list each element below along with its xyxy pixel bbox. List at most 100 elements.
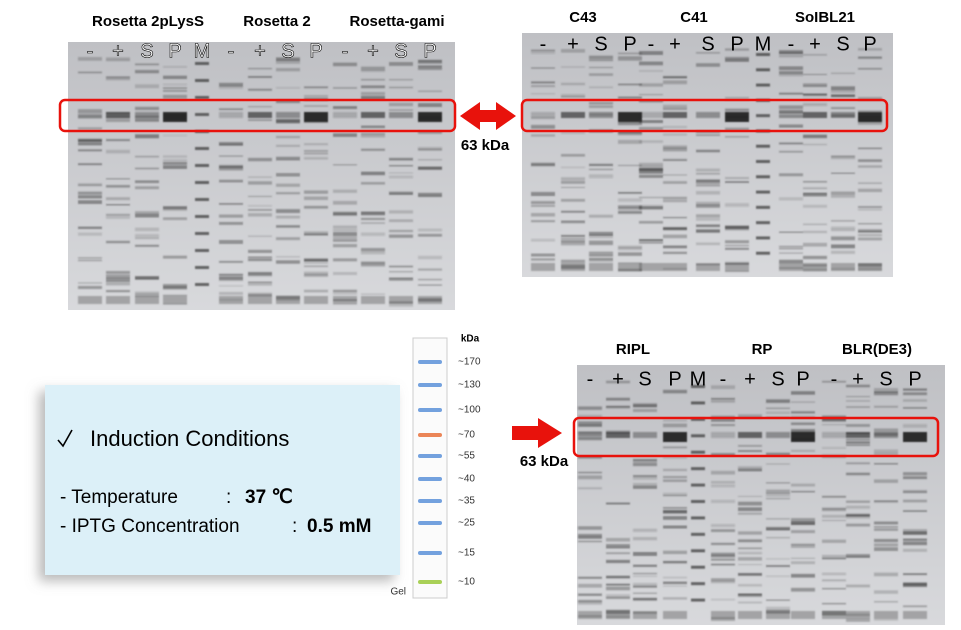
highlight-box [572, 416, 940, 458]
band [389, 109, 413, 111]
band [663, 216, 687, 219]
band [333, 239, 357, 242]
band [779, 112, 803, 118]
band [589, 174, 613, 179]
band [766, 526, 790, 531]
band [276, 260, 300, 264]
band [333, 189, 357, 193]
band [663, 226, 687, 230]
band [831, 236, 855, 240]
lane-label: + [744, 368, 756, 390]
band [663, 263, 687, 271]
band [791, 518, 815, 522]
band [589, 253, 613, 257]
band [803, 93, 827, 96]
band [195, 198, 209, 201]
band [589, 231, 613, 236]
band [248, 205, 272, 207]
band [618, 263, 642, 271]
band [163, 134, 187, 136]
ladder-image [412, 337, 448, 599]
band [738, 573, 762, 575]
band [874, 432, 898, 438]
band [163, 286, 187, 290]
band [248, 249, 272, 253]
condition-label: - Temperature [60, 487, 178, 508]
band [696, 112, 720, 118]
band [106, 57, 130, 61]
band [418, 195, 442, 198]
band [561, 112, 585, 118]
band [663, 581, 687, 585]
band [756, 160, 770, 163]
band [696, 201, 720, 206]
band [561, 198, 585, 202]
band [606, 380, 630, 384]
band [106, 185, 130, 188]
band [711, 424, 735, 427]
band [618, 139, 642, 144]
band [663, 456, 687, 459]
band [846, 424, 870, 427]
lane-label: S [771, 368, 784, 390]
band [738, 593, 762, 596]
band [606, 537, 630, 542]
band [304, 86, 328, 89]
band [725, 263, 749, 271]
band [304, 296, 328, 304]
band [606, 609, 630, 612]
lane-label: M [755, 33, 772, 55]
band [874, 528, 898, 531]
band [361, 261, 385, 266]
band [361, 70, 385, 72]
band [195, 147, 209, 150]
band [106, 214, 130, 219]
band [163, 75, 187, 79]
band [858, 67, 882, 70]
double-arrow [460, 102, 516, 130]
band [822, 539, 846, 543]
band [711, 470, 735, 475]
band [711, 617, 735, 621]
band [304, 262, 328, 264]
band [663, 550, 687, 555]
band [791, 611, 815, 619]
band [418, 228, 442, 232]
ladder: ~170 ~130 ~100 ~70 ~55 ~40 ~35 ~25 ~15 ~10 [418, 357, 481, 588]
band [418, 268, 442, 271]
band [766, 558, 790, 560]
band [135, 227, 159, 232]
band [633, 597, 657, 601]
lane-label: + [367, 40, 379, 62]
band [779, 125, 803, 128]
band [696, 179, 720, 182]
band [725, 244, 749, 247]
band [606, 432, 630, 438]
band [903, 529, 927, 531]
band [531, 134, 555, 137]
band [696, 63, 720, 67]
band [163, 112, 187, 122]
band [135, 236, 159, 240]
band [846, 500, 870, 503]
band [618, 207, 642, 211]
band [389, 270, 413, 273]
band [791, 483, 815, 487]
band [831, 239, 855, 241]
band [822, 611, 846, 619]
lane-label: P [908, 368, 921, 390]
ladder-band [418, 408, 442, 412]
band [195, 181, 209, 184]
highlight-box [58, 98, 457, 133]
band [418, 278, 442, 281]
band [738, 557, 762, 561]
condition-value: 0.5 mM [307, 516, 371, 537]
band [691, 500, 705, 503]
band [389, 192, 413, 195]
band [361, 78, 385, 81]
band [248, 112, 272, 118]
band [333, 228, 357, 232]
band [738, 501, 762, 506]
band [711, 397, 735, 400]
condition-label: - IPTG Concentration [60, 516, 240, 537]
